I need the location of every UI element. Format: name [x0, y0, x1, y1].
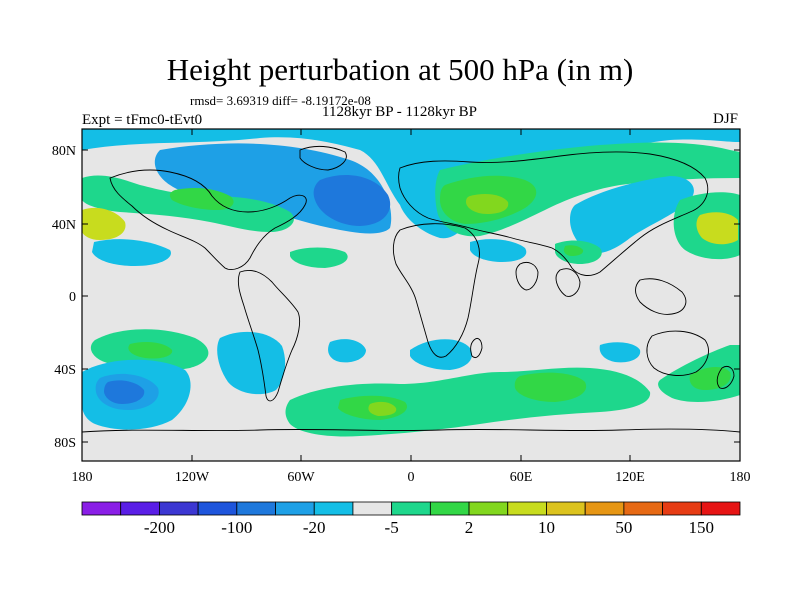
lon-label: 180	[72, 470, 93, 485]
contour-green-tasman-core	[689, 366, 731, 390]
contour-yellow-pacific-west	[82, 207, 126, 240]
latitude-axis: 80N 40N 0 40S 80S	[52, 144, 740, 451]
contour-green-canada-core	[169, 188, 234, 210]
south-america-outline	[237, 270, 301, 402]
contour-blue-south-atlantic	[328, 339, 366, 363]
colorbar-swatch	[429, 501, 470, 516]
indonesia-outline	[635, 278, 687, 315]
colorbar-label: 2	[465, 518, 474, 537]
contour-blue-siberia	[570, 176, 694, 254]
colorbar: -200 -100 -20 -5 2 10 50 150	[81, 501, 741, 537]
colorbar-swatch	[391, 501, 431, 516]
contour-fields	[82, 129, 740, 437]
lat-label: 40S	[54, 363, 76, 378]
africa-outline	[392, 223, 480, 358]
colorbar-label: 10	[538, 518, 555, 537]
lat-label: 0	[69, 290, 76, 305]
greenland-outline	[299, 145, 347, 171]
contour-blue-indian	[599, 342, 641, 363]
eurasia-outline	[398, 151, 709, 276]
colorbar-swatch	[275, 501, 315, 516]
antarctica-outline	[82, 428, 740, 433]
contour-green-arabia-core	[563, 245, 584, 256]
lat-label: 40N	[52, 218, 76, 233]
new-zealand-outline	[716, 365, 735, 389]
contour-green-atlantic-sub	[290, 247, 348, 268]
colorbar-swatch	[546, 501, 586, 516]
contour-blue-saharan	[470, 239, 527, 262]
colorbar-swatch	[159, 501, 199, 516]
colorbar-label: -100	[221, 518, 252, 537]
contour-yellow-south-atlantic	[368, 401, 397, 416]
colorbar-swatch	[468, 501, 509, 516]
stats-line: rmsd= 3.69319 diff= -8.19172e-08	[190, 93, 371, 108]
contour-blue-atlantic-core	[313, 175, 391, 226]
india-outline	[555, 268, 581, 297]
lat-label: 80S	[54, 436, 76, 451]
colorbar-label: 50	[615, 518, 632, 537]
experiment-label: Expt = tFmc0-tEvt0	[82, 112, 203, 128]
lon-label: 120W	[175, 470, 210, 485]
colorbar-swatch	[236, 501, 276, 516]
colorbar-label: -20	[303, 518, 326, 537]
lon-label: 60W	[287, 470, 315, 485]
colorbar-swatch	[662, 501, 702, 516]
colorbar-swatch	[352, 501, 393, 516]
colorbar-label: -5	[385, 518, 399, 537]
colorbar-swatch	[81, 501, 122, 516]
contour-yellow-europe	[466, 194, 509, 214]
contour-yellow-pacific-east	[696, 212, 738, 245]
longitude-axis: 180 120W 60W 0 60E 120E 180	[72, 129, 751, 485]
colorbar-swatch	[700, 501, 741, 516]
colorbar-label: 150	[689, 518, 715, 537]
colorbar-swatch	[623, 501, 663, 516]
lon-label: 60E	[510, 470, 533, 485]
north-america-outline	[109, 169, 307, 270]
colorbar-label: -200	[144, 518, 175, 537]
australia-outline	[646, 330, 709, 376]
colorbar-swatch	[313, 501, 354, 516]
period-label: 1128kyr BP - 1128kyr BP	[322, 104, 478, 120]
map-title: Height perturbation at 500 hPa (in m)	[166, 52, 634, 87]
contour-green-southern-indian-core	[514, 372, 587, 402]
lat-label: 80N	[52, 144, 76, 159]
coastlines	[82, 145, 740, 433]
contour-blue-south-america	[217, 331, 286, 395]
contour-blue-south-africa	[410, 339, 472, 370]
contour-blue-pacific-sub	[92, 239, 171, 266]
lon-label: 120E	[615, 470, 645, 485]
lon-label: 0	[408, 470, 415, 485]
season-label: DJF	[713, 111, 739, 127]
contour-blue-south-pacific-core	[104, 380, 145, 404]
madagascar-outline	[470, 337, 483, 359]
colorbar-swatch	[197, 501, 238, 516]
colorbar-swatch	[507, 501, 547, 516]
arabia-outline	[515, 261, 539, 291]
contour-green-south-pacific-core	[128, 342, 173, 359]
colorbar-swatch	[584, 501, 625, 516]
colorbar-swatch	[120, 501, 160, 516]
lon-label: 180	[730, 470, 751, 485]
